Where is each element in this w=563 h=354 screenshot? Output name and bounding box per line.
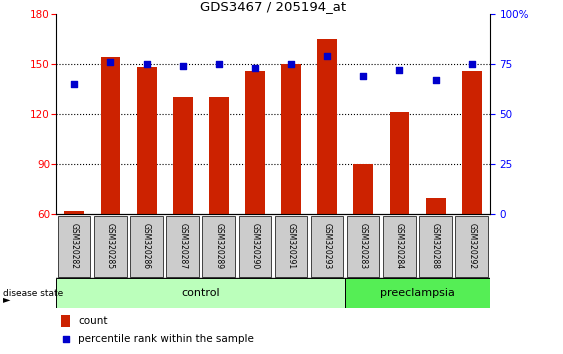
Bar: [61, 315, 70, 327]
Bar: [345, 278, 490, 308]
Text: GSM320286: GSM320286: [142, 223, 151, 269]
Bar: [275, 216, 307, 276]
Text: GSM320289: GSM320289: [215, 223, 224, 269]
Bar: [245, 71, 265, 214]
Title: GDS3467 / 205194_at: GDS3467 / 205194_at: [200, 0, 346, 13]
Text: GSM320288: GSM320288: [431, 223, 440, 269]
Point: [106, 59, 115, 65]
Point: [215, 61, 224, 67]
Text: GSM320292: GSM320292: [467, 223, 476, 269]
Bar: [347, 216, 379, 276]
Bar: [64, 211, 84, 214]
Point: [359, 73, 368, 79]
Text: GSM320290: GSM320290: [251, 223, 260, 269]
Point: [142, 61, 151, 67]
Bar: [130, 216, 163, 276]
Bar: [455, 216, 488, 276]
Bar: [419, 216, 452, 276]
Point: [395, 67, 404, 73]
Text: GSM320285: GSM320285: [106, 223, 115, 269]
Text: GSM320293: GSM320293: [323, 223, 332, 269]
Bar: [209, 97, 229, 214]
Bar: [166, 216, 199, 276]
Bar: [137, 68, 157, 214]
Text: preeclampsia: preeclampsia: [380, 288, 455, 298]
Text: GSM320291: GSM320291: [287, 223, 296, 269]
Bar: [311, 216, 343, 276]
Text: GSM320282: GSM320282: [70, 223, 79, 269]
Point: [431, 77, 440, 83]
Text: ►: ►: [3, 294, 10, 304]
Bar: [203, 216, 235, 276]
Bar: [426, 198, 445, 214]
Bar: [58, 216, 91, 276]
Bar: [318, 39, 337, 214]
Bar: [390, 113, 409, 214]
Bar: [354, 164, 373, 214]
Bar: [281, 64, 301, 214]
Point: [251, 65, 260, 71]
Text: percentile rank within the sample: percentile rank within the sample: [78, 334, 254, 344]
Bar: [56, 278, 345, 308]
Text: GSM320283: GSM320283: [359, 223, 368, 269]
Bar: [383, 216, 415, 276]
Bar: [101, 57, 120, 214]
Point: [178, 63, 187, 69]
Point: [287, 61, 296, 67]
Text: control: control: [181, 288, 220, 298]
Bar: [462, 71, 482, 214]
Bar: [239, 216, 271, 276]
Text: disease state: disease state: [3, 289, 63, 298]
Bar: [94, 216, 127, 276]
Text: GSM320284: GSM320284: [395, 223, 404, 269]
Point: [62, 336, 71, 342]
Point: [467, 61, 476, 67]
Point: [70, 81, 79, 87]
Text: GSM320287: GSM320287: [178, 223, 187, 269]
Point: [323, 53, 332, 59]
Text: count: count: [78, 316, 108, 326]
Bar: [173, 97, 193, 214]
